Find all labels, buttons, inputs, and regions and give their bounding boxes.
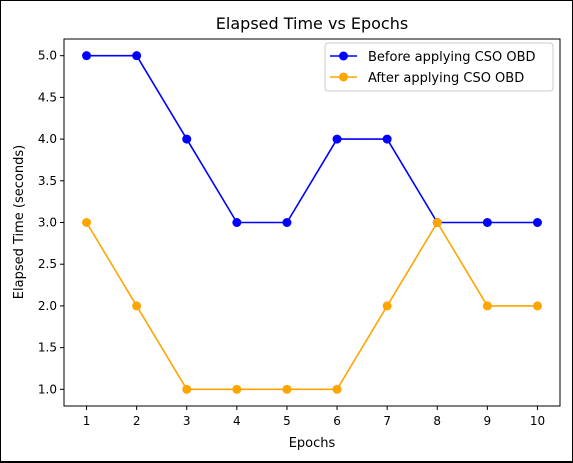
series-1-point [232,218,242,227]
series-1-point [332,134,342,144]
y-tick-label: 3.0 [38,216,57,230]
series-1-point [482,218,492,227]
x-tick-label: 2 [133,414,141,428]
x-tick-label: 4 [233,414,241,428]
series-2-point [182,384,192,394]
y-tick-label: 3.5 [38,174,57,188]
y-tick-label: 1.0 [38,382,57,396]
series-2-point [482,301,492,311]
y-tick-label: 2.0 [38,299,57,313]
series-2-point [282,384,292,394]
x-tick-label: 10 [530,414,545,428]
y-tick-label: 1.5 [38,341,57,355]
series-2-point [432,218,442,227]
series-1-point [532,218,542,227]
legend-swatch-marker [339,51,348,61]
y-axis-title: Elapsed Time (seconds) [12,145,27,299]
series-1-point [82,51,92,61]
legend-label: After applying CSO OBD [368,71,524,86]
y-tick-label: 5.0 [38,49,57,63]
legend-box [324,42,554,92]
chart-title: Elapsed Time vs Epochs [216,14,408,33]
x-tick-label: 3 [183,414,191,428]
series-2-point [82,218,92,227]
series-2-point [132,301,142,311]
x-tick-label: 8 [433,414,441,428]
series-1-point [132,51,142,61]
series-2-point [232,384,242,394]
y-tick-label: 4.0 [38,132,57,146]
legend-swatch-marker [339,72,348,82]
y-tick-label: 2.5 [38,257,57,271]
x-tick-label: 5 [283,414,291,428]
x-tick-label: 9 [484,414,492,428]
legend: Before applying CSO OBD After applying CS… [324,42,554,92]
series-1-point [282,218,292,227]
series-line-2 [85,220,538,391]
x-tick-label: 7 [383,414,391,428]
x-axis-title: Epochs [289,436,336,451]
plot-area: 1 2 3 4 5 6 7 8 9 10 1.0 1.5 2.0 2.5 3.0 3.5 4.0 4.5 5.0 [38,38,561,428]
y-tick-label: 4.5 [38,90,57,104]
legend-label: Before applying CSO OBD [368,50,536,65]
series-1-point [182,134,192,144]
series-2-point [382,301,392,311]
series-2-point [332,384,342,394]
series-line-1 [86,54,538,224]
x-tick-label: 6 [333,414,341,428]
series-2-point [532,301,542,311]
series-1-point [382,134,392,144]
x-tick-label: 1 [83,414,91,428]
